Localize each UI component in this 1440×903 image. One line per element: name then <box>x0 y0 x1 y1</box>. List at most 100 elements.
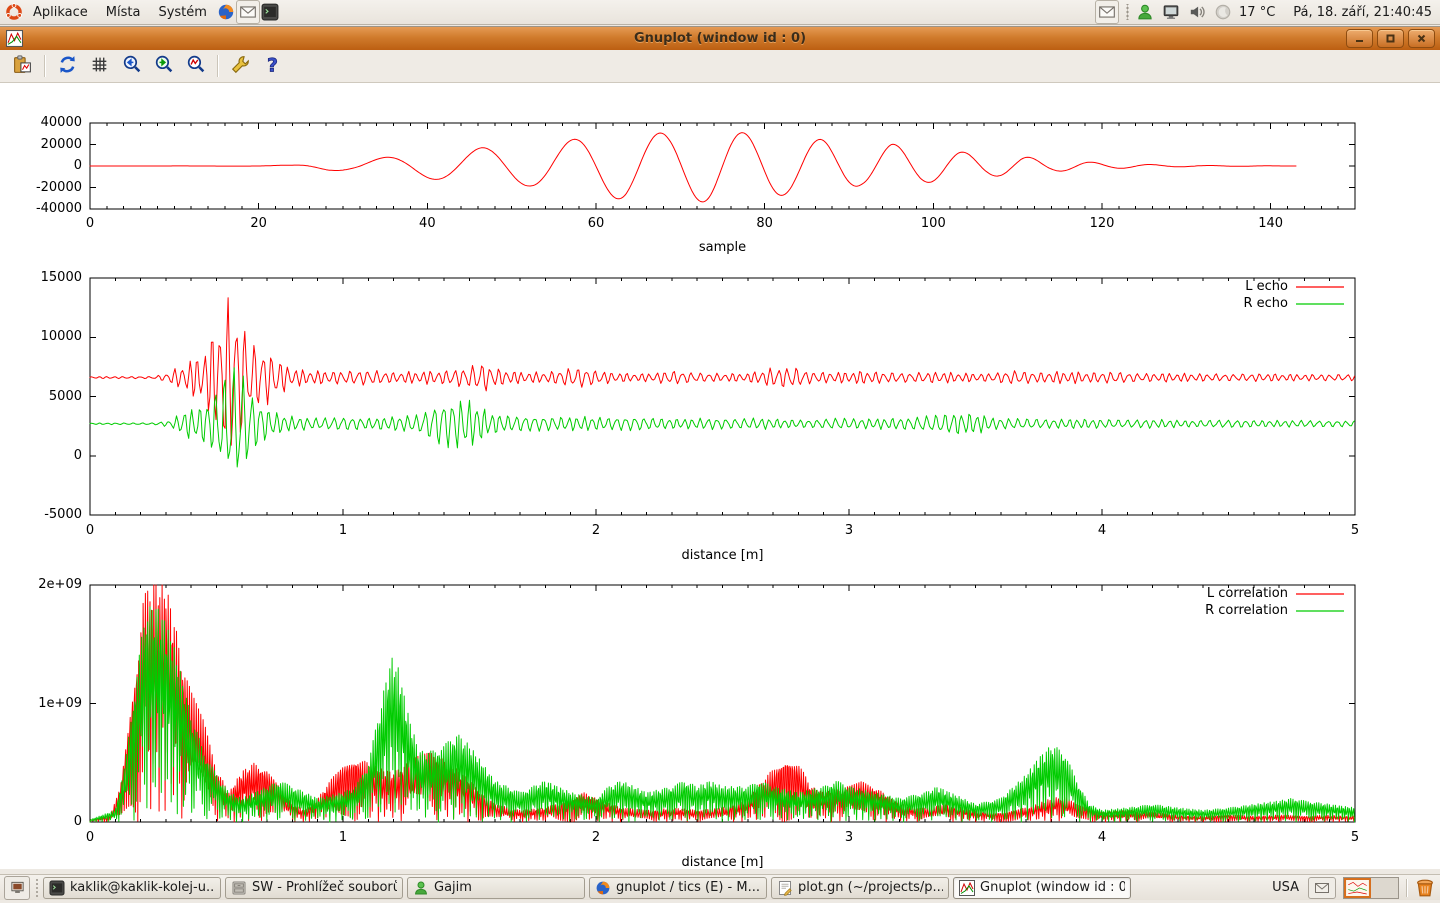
corr-y-tick-label: 2e+09 <box>38 577 82 592</box>
taskbar-item-2[interactable]: SW - Prohlížeč souborů <box>225 876 403 899</box>
workspace-2[interactable] <box>1371 877 1398 898</box>
menu-system[interactable]: Systém <box>149 0 215 24</box>
gnuplot-window-icon <box>6 30 23 47</box>
mail-tray-button[interactable] <box>1308 876 1336 899</box>
taskbar-item-5[interactable]: plot.gn (~/projects/p... <box>771 876 949 899</box>
window-controls <box>1346 29 1440 48</box>
close-button[interactable] <box>1408 29 1435 48</box>
echo-xlabel: distance [m] <box>681 548 764 563</box>
help-icon: ? <box>262 53 283 79</box>
taskbar-item-label: gnuplot / tics (E) - M... <box>616 880 760 895</box>
corr-x-tick-label: 3 <box>844 830 854 845</box>
trash-icon[interactable] <box>1414 877 1436 899</box>
sample-plot-region[interactable] <box>90 123 1355 209</box>
wave-x-tick-label: 120 <box>1089 216 1115 231</box>
menu-places-label: Místa <box>105 4 141 20</box>
zoom-previous-icon <box>121 54 142 79</box>
weather-tray-icon[interactable] <box>1213 2 1233 22</box>
taskbar-item-label: kaklik@kaklik-kolej-u... <box>70 880 215 895</box>
corr-x-tick-label: 2 <box>591 830 601 845</box>
window-title: Gnuplot (window id : 0) <box>633 31 807 46</box>
wave-x-tick-label: 80 <box>756 216 773 231</box>
configure-button[interactable] <box>225 52 255 80</box>
corr-y-tick-label: 1e+09 <box>38 695 82 711</box>
corr-xlabel: distance [m] <box>681 855 764 870</box>
taskbar-item-label: Gajim <box>434 880 472 895</box>
toolbar-separator <box>217 55 218 77</box>
firefox-icon <box>595 880 611 896</box>
taskbar-item-6[interactable]: Gnuplot (window id : 0) <box>953 876 1131 899</box>
wave-xlabel: sample <box>698 240 747 255</box>
wave-y-tick-label: 20000 <box>40 136 82 152</box>
taskbar-item-label: Gnuplot (window id : 0) <box>980 880 1125 895</box>
tray-separator <box>1125 4 1130 20</box>
copy-plot-button[interactable] <box>7 52 37 80</box>
wave-x-tick-label: 60 <box>587 216 605 231</box>
taskbar-separator <box>34 878 39 897</box>
zoom-next-button[interactable] <box>148 52 178 80</box>
copy-plot-icon <box>12 54 33 79</box>
zoom-reset-button[interactable] <box>180 52 210 80</box>
zoom-next-icon <box>153 54 174 79</box>
workspace-1[interactable] <box>1344 877 1371 898</box>
corr-x-tick-label: 1 <box>338 830 348 845</box>
echo-x-tick-label: 4 <box>1097 523 1107 538</box>
corr-x-tick-label: 5 <box>1350 830 1360 845</box>
menu-applications[interactable]: Aplikace <box>24 0 97 24</box>
terminal-icon <box>49 880 65 896</box>
taskbar-item-1[interactable]: kaklik@kaklik-kolej-u... <box>43 876 221 899</box>
terminal-launcher-icon[interactable] <box>260 2 280 22</box>
new-mail-tray-icon[interactable] <box>1095 0 1120 24</box>
clock[interactable]: Pá, 18. září, 21:40:45 <box>1293 4 1432 20</box>
echo-y-tick-label: -5000 <box>44 507 82 522</box>
help-button[interactable]: ? <box>257 52 287 80</box>
echo-y-tick-label: 0 <box>73 447 82 463</box>
echo-plot-region[interactable] <box>90 278 1355 515</box>
gajim-status-icon[interactable] <box>1135 2 1155 22</box>
minimize-button[interactable] <box>1346 29 1373 48</box>
ubuntu-menu-icon[interactable] <box>4 2 24 22</box>
gnuplot-toolbar: ? <box>0 50 1440 83</box>
menu-places[interactable]: Místa <box>97 0 150 24</box>
echo-y-tick-label: 5000 <box>48 388 82 404</box>
wave-y-tick-label: 0 <box>73 158 82 173</box>
svg-text:?: ? <box>267 54 278 75</box>
volume-tray-icon[interactable] <box>1187 2 1207 22</box>
maximize-button[interactable] <box>1377 29 1404 48</box>
taskbar: kaklik@kaklik-kolej-u... SW - Prohlížeč s… <box>0 874 1440 900</box>
correlation-plot-region[interactable] <box>90 585 1355 822</box>
echo-x-tick-label: 1 <box>338 523 348 538</box>
taskbar-item-3[interactable]: Gajim <box>407 876 585 899</box>
echo-x-tick-label: 0 <box>85 523 95 538</box>
window-list: kaklik@kaklik-kolej-u... SW - Prohlížeč s… <box>43 876 1135 899</box>
titlebar[interactable]: Gnuplot (window id : 0) <box>0 27 1440 50</box>
temperature-indicator[interactable]: 17 °C <box>1239 4 1276 20</box>
corr-x-tick-label: 0 <box>85 830 95 845</box>
replot-button[interactable] <box>52 52 82 80</box>
toggle-grid-icon <box>89 54 110 79</box>
echo-y-tick-label: 15000 <box>40 270 82 285</box>
gnuplot-window: Gnuplot (window id : 0) ? 0 20 40 60 80 100 12… <box>0 26 1440 870</box>
display-tray-icon[interactable] <box>1161 2 1181 22</box>
menu-system-label: Systém <box>158 4 207 20</box>
echo-x-tick-label: 3 <box>844 523 854 538</box>
zoom-previous-button[interactable] <box>116 52 146 80</box>
wave-x-tick-label: 100 <box>920 216 946 231</box>
wave-y-tick-label: -20000 <box>35 179 82 195</box>
plot-canvas[interactable]: 0 20 40 60 80 100 120 140 40000 20000 0 -20000 -4000… <box>0 83 1440 870</box>
show-desktop-button[interactable] <box>4 875 30 900</box>
keyboard-layout-indicator[interactable]: USA <box>1272 880 1299 895</box>
toggle-grid-button[interactable] <box>84 52 114 80</box>
wave-x-tick-label: 20 <box>250 216 267 231</box>
echo-x-tick-label: 2 <box>591 523 601 538</box>
menu-applications-label: Aplikace <box>33 4 88 20</box>
firefox-launcher-icon[interactable] <box>216 2 236 22</box>
wave-x-tick-label: 140 <box>1258 216 1284 231</box>
taskbar-item-label: SW - Prohlížeč souborů <box>252 880 397 895</box>
wave-x-tick-label: 0 <box>85 216 95 231</box>
wave-y-tick-label: -40000 <box>35 201 82 216</box>
taskbar-item-4[interactable]: gnuplot / tics (E) - M... <box>589 876 767 899</box>
configure-icon <box>230 54 251 79</box>
taskbar-end-separator <box>1406 878 1407 897</box>
mail-launcher-icon[interactable] <box>235 0 260 24</box>
